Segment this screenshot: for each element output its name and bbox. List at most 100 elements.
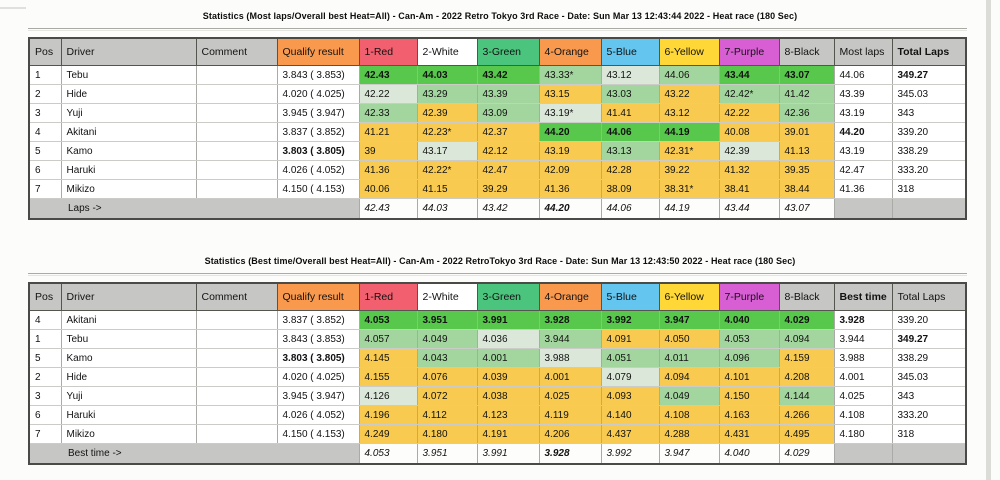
total-laps-cell: 349.27 [891, 65, 967, 85]
total-laps-cell: 318 [891, 179, 967, 199]
table-title: Statistics (Best time/Overall best Heat=… [204, 256, 796, 266]
lap-cell: 4.076 [416, 367, 478, 387]
most-laps-cell: 44.06 [833, 65, 893, 85]
comment-cell [195, 141, 278, 161]
lap-cell: 3.991 [476, 310, 540, 330]
stats-table: Pos Driver Comment Qualify result 1-Red 2-Whi… [28, 282, 967, 465]
driver-cell: Tebu [60, 329, 197, 349]
lap-cell: 4.159 [778, 348, 835, 368]
comment-cell [195, 367, 278, 387]
lap-cell: 38.09 [600, 179, 660, 199]
lap-cell: 4.091 [600, 329, 660, 349]
qualify-result-cell: 3.803 ( 3.805) [276, 348, 360, 368]
total-laps-cell: 339.20 [891, 122, 967, 142]
lap-cell: 42.42* [718, 84, 780, 104]
footer-label: Best time -> [28, 443, 360, 464]
qualify-result-cell: 4.020 ( 4.025) [276, 367, 360, 387]
qualify-result-cell: 3.945 ( 3.947) [276, 386, 360, 406]
comment-cell [195, 84, 278, 104]
title-divider [28, 273, 967, 276]
lap-cell: 4.266 [778, 405, 835, 425]
lap-cell: 43.12 [600, 65, 660, 85]
most-laps-cell: 44.20 [833, 122, 893, 142]
lap-cell: 3.992 [600, 310, 660, 330]
lap-cell: 43.13 [600, 141, 660, 161]
footer-empty-cell [833, 443, 893, 464]
best-time-cell: 4.108 [833, 405, 893, 425]
comment-cell [195, 405, 278, 425]
lap-cell: 43.19 [538, 141, 602, 161]
total-laps-cell: 343 [891, 103, 967, 123]
most-laps-cell: 41.36 [833, 179, 893, 199]
lap-cell: 42.37 [476, 122, 540, 142]
pos-cell: 6 [28, 160, 62, 180]
driver-cell: Haruki [60, 405, 197, 425]
lap-cell: 4.079 [600, 367, 660, 387]
comment-cell [195, 310, 278, 330]
footer-value: 44.19 [658, 198, 720, 219]
lap-cell: 4.036 [476, 329, 540, 349]
best-time-cell: 3.944 [833, 329, 893, 349]
column-header-total-laps: Total Laps [891, 37, 967, 66]
column-header-1-red: 1-Red [358, 37, 418, 66]
lap-cell: 4.001 [538, 367, 602, 387]
footer-value: 43.07 [778, 198, 835, 219]
driver-cell: Yuji [60, 103, 197, 123]
lap-cell: 4.191 [476, 424, 540, 444]
table-row: 6 Haruki 4.026 ( 4.052) 41.36 42.22* 42.47 42.… [28, 160, 967, 180]
lap-cell: 42.22 [358, 84, 418, 104]
pos-cell: 5 [28, 348, 62, 368]
lap-cell: 42.33 [358, 103, 418, 123]
lap-cell: 4.011 [658, 348, 720, 368]
lap-cell: 3.988 [538, 348, 602, 368]
table-row: 1 Tebu 3.843 ( 3.853) 4.057 4.049 4.036 3.944 4… [28, 329, 967, 349]
pos-cell: 4 [28, 310, 62, 330]
driver-cell: Hide [60, 367, 197, 387]
driver-cell: Mikizo [60, 424, 197, 444]
comment-cell [195, 103, 278, 123]
lap-cell: 38.44 [778, 179, 835, 199]
footer-value: 42.43 [358, 198, 418, 219]
header-row: Pos Driver Comment Qualify result 1-Red 2-Whi… [28, 282, 967, 311]
column-header-4-orange: 4-Orange [538, 282, 602, 311]
column-header-qualify-result: Qualify result [276, 282, 360, 311]
driver-cell: Akitani [60, 122, 197, 142]
driver-cell: Kamo [60, 348, 197, 368]
lap-cell: 4.249 [358, 424, 418, 444]
pos-cell: 5 [28, 141, 62, 161]
footer-value: 43.44 [718, 198, 780, 219]
lap-cell: 4.123 [476, 405, 540, 425]
lap-cell: 4.119 [538, 405, 602, 425]
lap-cell: 4.196 [358, 405, 418, 425]
lap-cell: 38.31* [658, 179, 720, 199]
lap-cell: 3.951 [416, 310, 478, 330]
lap-cell: 4.145 [358, 348, 418, 368]
lap-cell: 39.22 [658, 160, 720, 180]
lap-cell: 4.025 [538, 386, 602, 406]
best-time-cell: 4.180 [833, 424, 893, 444]
best-time-cell: 4.001 [833, 367, 893, 387]
lap-cell: 43.29 [416, 84, 478, 104]
footer-empty-cell [833, 198, 893, 219]
driver-cell: Mikizo [60, 179, 197, 199]
qualify-result-cell: 3.843 ( 3.853) [276, 329, 360, 349]
pos-cell: 7 [28, 179, 62, 199]
lap-cell: 4.039 [476, 367, 540, 387]
lap-cell: 43.15 [538, 84, 602, 104]
lap-cell: 42.22* [416, 160, 478, 180]
lap-cell: 44.06 [658, 65, 720, 85]
table-title: Statistics (Most laps/Overall best Heat=… [202, 11, 798, 21]
lap-cell: 4.040 [718, 310, 780, 330]
qualify-result-cell: 3.837 ( 3.852) [276, 122, 360, 142]
lap-cell: 4.049 [416, 329, 478, 349]
section-best-time: Statistics (Best time/Overall best Heat=… [0, 245, 1000, 465]
lap-cell: 40.06 [358, 179, 418, 199]
lap-cell: 4.140 [600, 405, 660, 425]
lap-cell: 43.19* [538, 103, 602, 123]
lap-cell: 4.112 [416, 405, 478, 425]
footer-row: Best time -> 4.053 3.951 3.991 3.928 3.992 3.9… [28, 443, 967, 464]
lap-cell: 3.947 [658, 310, 720, 330]
lap-cell: 42.47 [476, 160, 540, 180]
lap-cell: 4.155 [358, 367, 418, 387]
